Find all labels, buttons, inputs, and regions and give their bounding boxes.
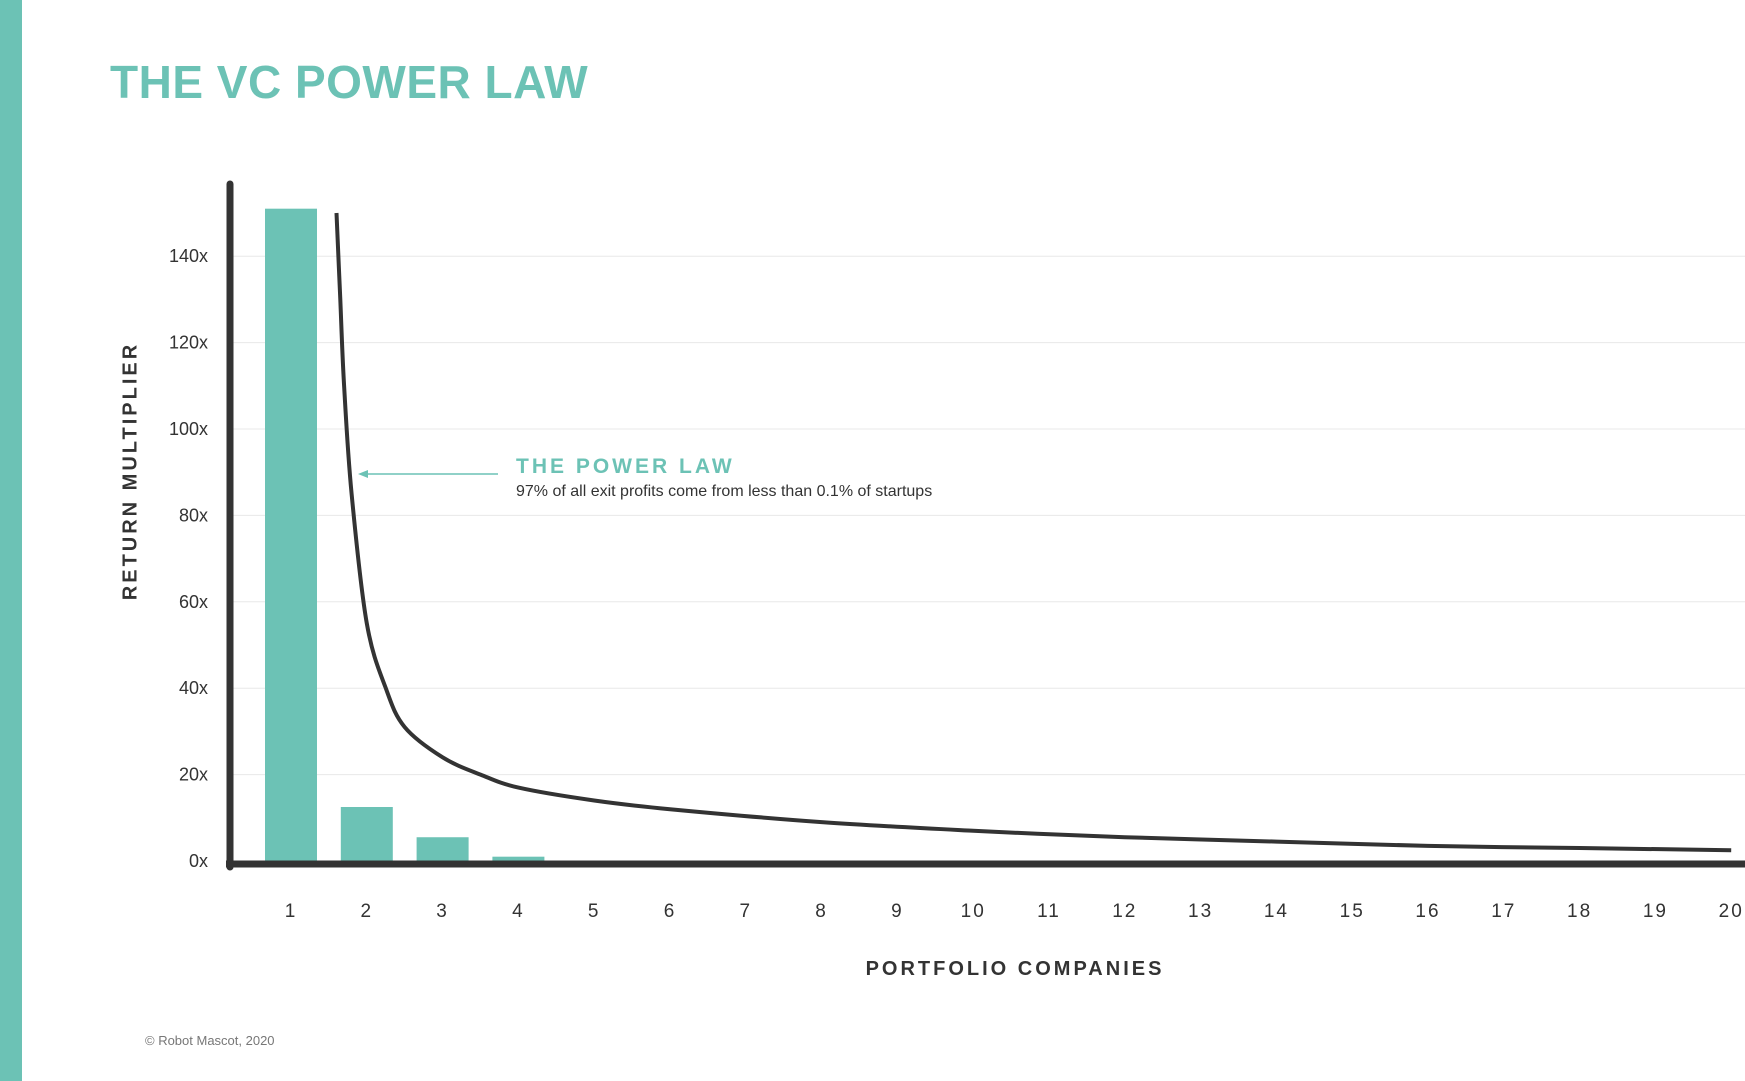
bar <box>492 856 545 861</box>
bar <box>265 208 317 861</box>
x-tick-label: 12 <box>1112 901 1137 922</box>
x-tick-label: 1 <box>285 901 298 922</box>
x-tick-label: 15 <box>1340 901 1365 922</box>
bar <box>416 837 469 861</box>
annotation-arrow-head-icon <box>358 470 368 478</box>
x-tick-labels: 1 2 3 4 5 6 7 8 9 10 11 12 13 14 15 16 17 18 19 20 <box>285 901 1744 922</box>
x-tick-label: 10 <box>961 901 986 922</box>
y-tick-label: 0x <box>189 851 208 871</box>
x-tick-label: 14 <box>1264 901 1289 922</box>
x-tick-label: 5 <box>588 901 601 922</box>
bars <box>265 208 545 861</box>
x-tick-label: 2 <box>361 901 374 922</box>
x-tick-label: 9 <box>891 901 904 922</box>
x-tick-label: 20 <box>1719 901 1744 922</box>
x-tick-label: 16 <box>1415 901 1440 922</box>
y-tick-label: 80x <box>179 505 208 525</box>
x-tick-label: 4 <box>512 901 525 922</box>
x-tick-label: 13 <box>1188 901 1213 922</box>
x-tick-label: 8 <box>815 901 828 922</box>
power-law-curve <box>334 212 1732 853</box>
bar <box>340 807 393 861</box>
x-tick-label: 19 <box>1643 901 1668 922</box>
x-tick-label: 11 <box>1037 901 1061 922</box>
grid-lines <box>230 255 1745 776</box>
y-tick-labels: 0x 20x 40x 60x 80x 100x 120x 140x <box>169 246 208 871</box>
x-tick-label: 3 <box>436 901 449 922</box>
x-tick-label: 7 <box>740 901 753 922</box>
copyright-footer: © Robot Mascot, 2020 <box>145 1033 275 1048</box>
annotation-text: 97% of all exit profits come from less t… <box>516 483 932 500</box>
x-axis-label: PORTFOLIO COMPANIES <box>865 958 1165 980</box>
x-tick-label: 6 <box>664 901 677 922</box>
annotation: THE POWER LAW 97% of all exit profits co… <box>358 455 932 500</box>
y-tick-label: 120x <box>169 333 208 353</box>
x-tick-label: 18 <box>1567 901 1592 922</box>
annotation-title: THE POWER LAW <box>516 455 735 478</box>
y-axis-label: RETURN MULTIPLIER <box>119 341 142 601</box>
y-tick-label: 20x <box>179 765 208 785</box>
y-tick-label: 140x <box>169 246 208 266</box>
x-tick-label: 17 <box>1491 901 1516 922</box>
y-tick-label: 40x <box>179 678 208 698</box>
y-tick-label: 60x <box>179 592 208 612</box>
page-title: THE VC POWER LAW <box>110 56 589 108</box>
y-tick-label: 100x <box>169 419 208 439</box>
left-accent-bar <box>0 0 22 1081</box>
